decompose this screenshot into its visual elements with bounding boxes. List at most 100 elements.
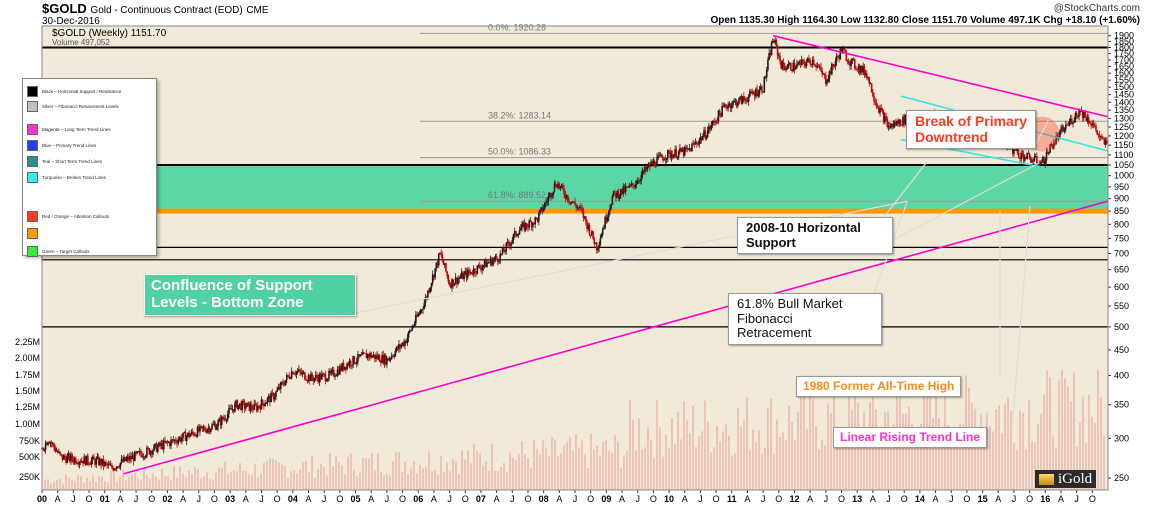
- y-tick-label: 550: [1114, 301, 1129, 311]
- candle-body: [296, 371, 299, 373]
- candle-body: [229, 408, 231, 410]
- candle-body: [890, 123, 892, 129]
- candle-body: [404, 340, 406, 346]
- candle-body: [775, 40, 778, 46]
- volume-bar: [746, 397, 748, 490]
- volume-bar: [605, 439, 607, 490]
- x-tick-label: A: [305, 494, 311, 504]
- volume-bar: [83, 483, 85, 490]
- candle-body: [170, 439, 172, 446]
- candle-body: [741, 96, 744, 104]
- y-tick-label: 900: [1114, 194, 1129, 204]
- candle-body: [1026, 152, 1029, 159]
- volume-bar: [392, 460, 394, 490]
- candle-body: [621, 188, 623, 194]
- candle-body: [97, 456, 100, 465]
- candle-body: [661, 154, 663, 158]
- volume-bar: [932, 417, 934, 490]
- candle-body: [159, 442, 161, 447]
- candle-body: [173, 439, 176, 441]
- candle-body: [453, 283, 456, 286]
- volume-bar: [374, 470, 376, 490]
- candle-body: [425, 297, 428, 299]
- candle-body: [509, 244, 511, 246]
- candle-body: [237, 404, 240, 410]
- candle-body: [1039, 163, 1042, 166]
- volume-bar: [302, 462, 304, 490]
- candle-body: [507, 242, 510, 245]
- candle-body: [809, 60, 811, 64]
- volume-bar: [539, 454, 541, 490]
- candle-body: [1052, 143, 1055, 149]
- legend-swatch: [27, 172, 38, 183]
- candle-body: [119, 462, 122, 468]
- candle-body: [648, 163, 651, 167]
- candle-body: [64, 455, 66, 458]
- candle-body: [501, 247, 504, 254]
- x-tick-label: 02: [162, 494, 172, 504]
- candle-body: [440, 252, 442, 255]
- candle-body: [845, 51, 848, 61]
- candle-body: [705, 136, 708, 139]
- trendline: [123, 200, 1109, 475]
- candle-body: [695, 142, 698, 144]
- volume-bar: [458, 474, 460, 490]
- candle-body: [242, 401, 245, 402]
- candle-body: [793, 62, 796, 70]
- volume-bar: [581, 439, 583, 490]
- volume-bar: [110, 470, 112, 490]
- volume-bar: [278, 462, 280, 490]
- candle-body: [477, 265, 480, 266]
- y-tick-label: 1000: [1114, 171, 1134, 181]
- candle-body: [636, 180, 639, 184]
- candle-body: [406, 337, 409, 343]
- candle-body: [639, 180, 641, 182]
- x-tick-label: O: [211, 494, 218, 504]
- legend-swatch: [27, 124, 38, 135]
- volume-bar: [251, 474, 253, 490]
- volume-bar: [995, 409, 997, 490]
- candle-body: [281, 382, 283, 384]
- candle-body: [410, 330, 412, 332]
- candle-body: [364, 353, 366, 354]
- candle-body: [54, 447, 57, 452]
- candle-body: [470, 271, 473, 274]
- candle-body: [1089, 122, 1091, 124]
- legend-item: Teal – Short Term Trend Lines: [27, 156, 102, 167]
- candle-body: [570, 201, 573, 204]
- plot-background: [42, 26, 1108, 490]
- candle-body: [48, 442, 51, 444]
- candle-body: [359, 354, 362, 357]
- candle-body: [516, 235, 518, 237]
- candle-body: [124, 457, 127, 461]
- volume-bar: [422, 468, 424, 490]
- candle-body: [178, 437, 181, 440]
- candle-body: [238, 403, 241, 405]
- volume-bar: [1103, 435, 1105, 490]
- volume-bar: [527, 457, 529, 490]
- volume-bar: [272, 458, 274, 490]
- candle-body: [102, 458, 105, 466]
- candle-body: [181, 437, 183, 442]
- candle-body: [292, 371, 294, 375]
- candle-body: [874, 101, 877, 103]
- candle-body: [210, 429, 212, 433]
- volume-label: Volume 497,052: [52, 38, 110, 47]
- candle-body: [1033, 157, 1036, 161]
- volume-bar: [155, 476, 157, 490]
- candle-body: [1104, 140, 1107, 145]
- volume-bar: [1049, 377, 1051, 490]
- candle-body: [651, 161, 653, 165]
- candle-body: [234, 403, 236, 412]
- volume-bar: [77, 474, 79, 490]
- candle-body: [214, 424, 217, 430]
- x-tick-label: 07: [476, 494, 486, 504]
- candle-body: [353, 356, 356, 364]
- candle-body: [278, 387, 281, 390]
- candle-body: [149, 451, 152, 455]
- volume-bar: [752, 429, 754, 490]
- candle-body: [579, 206, 581, 209]
- candle-body: [858, 66, 861, 73]
- candle-body: [844, 49, 846, 52]
- candle-body: [176, 441, 178, 444]
